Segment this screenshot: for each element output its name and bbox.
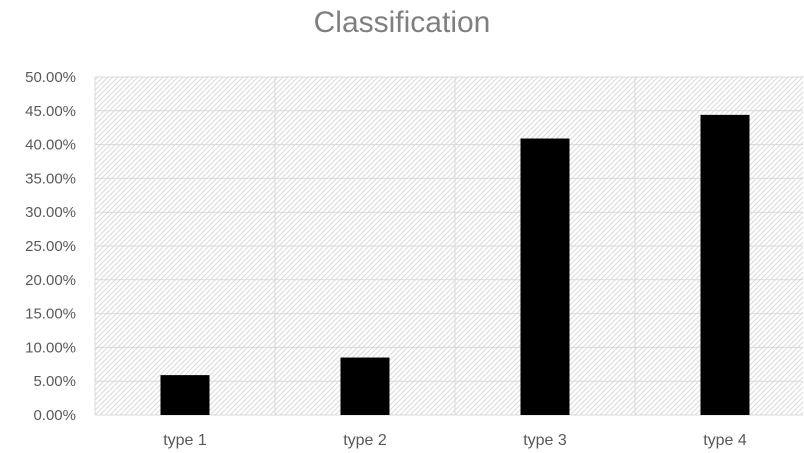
y-tick-label: 40.00%: [25, 137, 76, 154]
y-tick-label: 25.00%: [25, 238, 76, 255]
bar: [520, 138, 570, 416]
y-tick-label: 0.00%: [33, 407, 76, 424]
chart-title: Classification: [313, 6, 491, 39]
x-tick-label: type 4: [703, 432, 747, 449]
bar: [700, 114, 750, 415]
y-tick-label: 45.00%: [25, 103, 76, 120]
y-tick-label: 5.00%: [33, 373, 76, 390]
y-tick-label: 30.00%: [25, 204, 76, 221]
y-tick-label: 15.00%: [25, 306, 76, 323]
bar: [340, 357, 390, 415]
y-tick-label: 50.00%: [25, 69, 76, 86]
x-tick-label: type 3: [523, 432, 567, 449]
y-tick-label: 20.00%: [25, 272, 76, 289]
x-tick-label: type 2: [343, 432, 387, 449]
x-tick-label: type 1: [163, 432, 207, 449]
bar: [160, 375, 210, 415]
y-tick-label: 35.00%: [25, 170, 76, 187]
y-tick-label: 10.00%: [25, 339, 76, 356]
